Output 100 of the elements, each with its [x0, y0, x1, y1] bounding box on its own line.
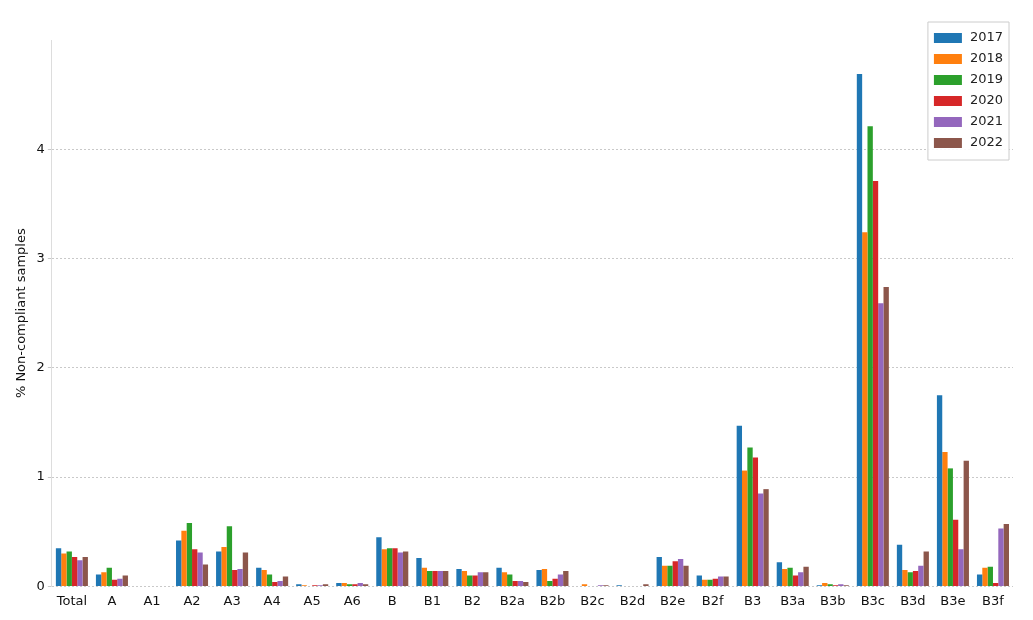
y-tick-label: 0: [36, 577, 45, 593]
bar: [341, 583, 347, 586]
bar: [557, 574, 564, 586]
bar: [461, 571, 468, 586]
bar: [456, 568, 462, 586]
bar: [523, 582, 529, 586]
bar: [266, 574, 273, 586]
bar: [122, 575, 128, 586]
bar: [357, 583, 363, 586]
bar: [1003, 524, 1009, 586]
bar: [176, 540, 182, 586]
bar: [958, 549, 964, 586]
x-tick-label: A6: [343, 592, 361, 608]
bar: [101, 572, 107, 586]
bar: [95, 574, 102, 586]
bar: [942, 451, 948, 586]
y-tick-label: 4: [36, 140, 45, 156]
x-tick-label: B3e: [940, 592, 966, 608]
bar: [798, 572, 804, 586]
x-tick-label: A4: [263, 592, 281, 608]
bar: [432, 571, 438, 586]
bar: [483, 572, 489, 586]
bar: [667, 565, 673, 586]
x-tick-label: A1: [143, 592, 161, 608]
x-tick-label: B2e: [660, 592, 686, 608]
bar: [202, 564, 209, 586]
bar: [547, 580, 553, 586]
bar: [512, 580, 518, 586]
legend-label: 2020: [969, 92, 1004, 108]
bar: [61, 553, 67, 586]
bar: [541, 568, 548, 586]
x-tick-label: B3b: [820, 592, 846, 608]
bar: [256, 567, 262, 586]
bar: [742, 470, 748, 586]
bar: [117, 578, 123, 586]
x-tick-label: B: [387, 592, 397, 608]
x-tick-label: A2: [183, 592, 201, 608]
bar: [707, 579, 713, 586]
bar: [496, 567, 502, 586]
bar: [683, 565, 689, 586]
x-tick-label: B3: [744, 592, 762, 608]
bar: [66, 551, 72, 586]
bar: [763, 489, 769, 586]
bar: [856, 73, 863, 586]
bar: [907, 572, 913, 586]
bar: [867, 126, 873, 586]
bar: [421, 567, 427, 586]
y-tick-label: 2: [36, 359, 45, 375]
bar: [992, 583, 999, 586]
x-tick-label: B2d: [619, 592, 646, 608]
bar: [197, 552, 203, 586]
x-tick-label: Total: [55, 592, 88, 608]
bar: [947, 468, 953, 586]
bar: [55, 548, 62, 586]
x-tick-label: B2f: [701, 592, 724, 608]
bar: [186, 523, 193, 586]
bar: [111, 579, 118, 586]
legend-label: 2017: [969, 29, 1004, 45]
bar: [998, 528, 1004, 586]
y-axis-title: % Non-compliant samples: [13, 228, 29, 399]
x-tick-label: B2: [463, 592, 481, 608]
bar: [277, 580, 283, 586]
bar: [758, 493, 764, 586]
bar: [402, 551, 409, 586]
x-tick-label: B2b: [539, 592, 566, 608]
x-tick-label: B3a: [780, 592, 806, 608]
bar: [896, 544, 903, 586]
bar: [376, 537, 382, 586]
bar: [517, 580, 524, 586]
x-tick-label: B3f: [982, 592, 1005, 608]
bar: [787, 567, 793, 586]
bar: [782, 568, 788, 586]
bar: [467, 575, 473, 586]
bar: [987, 566, 993, 586]
bar: [918, 565, 924, 586]
bar: [803, 566, 809, 586]
bar: [752, 457, 759, 586]
bar: [672, 561, 678, 586]
bar: [776, 562, 783, 586]
bar: [822, 583, 828, 586]
bar: [443, 571, 449, 586]
bar: [862, 232, 868, 586]
bar: [261, 570, 267, 586]
bar: [661, 565, 668, 586]
bar: [221, 547, 227, 586]
bar: [501, 572, 508, 586]
bar: [71, 556, 78, 586]
x-tick-label: A: [107, 592, 117, 608]
x-tick-label: A3: [223, 592, 241, 608]
bar: [701, 579, 708, 586]
bar: [936, 395, 943, 586]
bar: [237, 568, 243, 586]
bar: [416, 557, 422, 586]
bar: [952, 519, 959, 586]
y-tick-label: 1: [36, 468, 45, 484]
legend-label: 2019: [969, 71, 1004, 87]
x-tick-label: B2a: [499, 592, 525, 608]
bar: [472, 575, 478, 586]
bar: [232, 570, 238, 586]
bar: [656, 556, 662, 586]
